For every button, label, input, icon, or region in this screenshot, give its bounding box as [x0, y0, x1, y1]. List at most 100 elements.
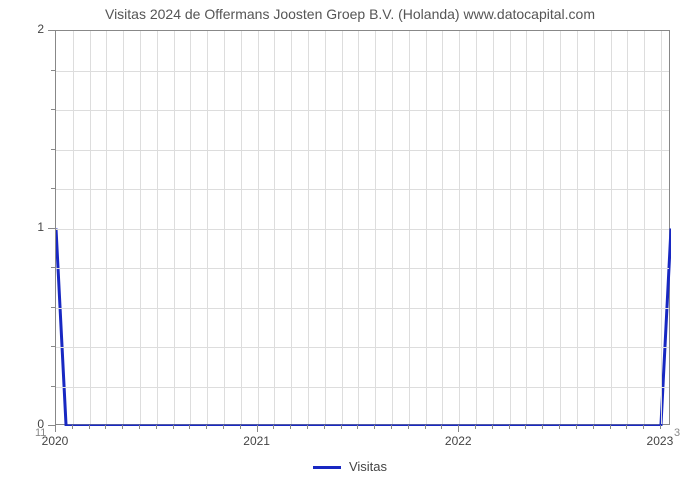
y-axis-label: 2	[0, 22, 44, 36]
grid-line	[325, 31, 326, 424]
grid-line	[274, 31, 275, 424]
y-tick	[51, 386, 55, 387]
x-tick	[475, 425, 476, 429]
grid-line	[73, 31, 74, 424]
x-tick	[105, 425, 106, 429]
chart-title: Visitas 2024 de Offermans Joosten Groep …	[0, 6, 700, 22]
grid-line	[56, 189, 669, 190]
y-tick	[51, 267, 55, 268]
grid-line	[56, 150, 669, 151]
grid-line	[442, 31, 443, 424]
y-tick	[51, 188, 55, 189]
y-tick	[48, 425, 55, 426]
y-tick	[51, 307, 55, 308]
x-tick	[660, 425, 661, 429]
grid-line	[258, 31, 259, 424]
grid-line	[106, 31, 107, 424]
legend-label: Visitas	[349, 459, 387, 474]
visits-chart: Visitas 2024 de Offermans Joosten Groep …	[0, 0, 700, 500]
x-tick	[391, 425, 392, 429]
x-tick	[576, 425, 577, 429]
grid-line	[644, 31, 645, 424]
grid-line	[291, 31, 292, 424]
x-axis-label: 2021	[227, 434, 287, 448]
x-tick	[55, 425, 56, 432]
grid-line	[56, 71, 669, 72]
grid-line	[392, 31, 393, 424]
grid-line	[56, 268, 669, 269]
y-tick	[48, 228, 55, 229]
x-tick	[492, 425, 493, 429]
grid-line	[56, 308, 669, 309]
x-axis-label: 2020	[25, 434, 85, 448]
grid-line	[56, 347, 669, 348]
x-tick	[610, 425, 611, 429]
x-tick	[290, 425, 291, 429]
x-tick	[408, 425, 409, 429]
grid-line	[560, 31, 561, 424]
grid-line	[308, 31, 309, 424]
grid-line	[510, 31, 511, 424]
grid-line	[241, 31, 242, 424]
grid-line	[526, 31, 527, 424]
x-tick	[189, 425, 190, 429]
grid-line	[409, 31, 410, 424]
secondary-count-right: 3	[674, 427, 680, 439]
grid-line	[224, 31, 225, 424]
x-tick	[122, 425, 123, 429]
grid-line	[611, 31, 612, 424]
x-tick	[273, 425, 274, 429]
y-tick	[51, 149, 55, 150]
x-tick	[458, 425, 459, 432]
grid-line	[123, 31, 124, 424]
grid-line	[493, 31, 494, 424]
x-tick	[374, 425, 375, 429]
grid-line	[476, 31, 477, 424]
x-tick	[643, 425, 644, 429]
secondary-count-left: 11	[35, 427, 46, 439]
x-tick	[542, 425, 543, 429]
x-tick	[156, 425, 157, 429]
x-tick	[357, 425, 358, 429]
grid-line	[56, 387, 669, 388]
y-tick	[51, 70, 55, 71]
x-tick	[89, 425, 90, 429]
x-tick	[307, 425, 308, 429]
series-path	[56, 229, 671, 427]
grid-line	[56, 229, 669, 230]
plot-area	[55, 30, 670, 425]
x-tick	[173, 425, 174, 429]
x-tick	[139, 425, 140, 429]
x-tick	[257, 425, 258, 432]
x-tick	[425, 425, 426, 429]
x-tick	[626, 425, 627, 429]
grid-line	[56, 110, 669, 111]
y-tick	[48, 30, 55, 31]
grid-line	[157, 31, 158, 424]
legend: Visitas	[0, 459, 700, 474]
y-tick	[51, 346, 55, 347]
x-tick	[223, 425, 224, 429]
x-tick	[206, 425, 207, 429]
x-tick	[240, 425, 241, 429]
y-axis-label: 1	[0, 220, 44, 234]
grid-line	[375, 31, 376, 424]
grid-line	[90, 31, 91, 424]
grid-line	[459, 31, 460, 424]
grid-line	[594, 31, 595, 424]
x-axis-label: 2023	[630, 434, 690, 448]
x-tick	[509, 425, 510, 429]
grid-line	[543, 31, 544, 424]
x-tick	[341, 425, 342, 429]
grid-line	[627, 31, 628, 424]
grid-line	[207, 31, 208, 424]
x-axis-label: 2022	[428, 434, 488, 448]
x-tick	[324, 425, 325, 429]
grid-line	[174, 31, 175, 424]
grid-line	[140, 31, 141, 424]
grid-line	[577, 31, 578, 424]
x-tick	[72, 425, 73, 429]
grid-line	[190, 31, 191, 424]
grid-line	[342, 31, 343, 424]
y-tick	[51, 109, 55, 110]
